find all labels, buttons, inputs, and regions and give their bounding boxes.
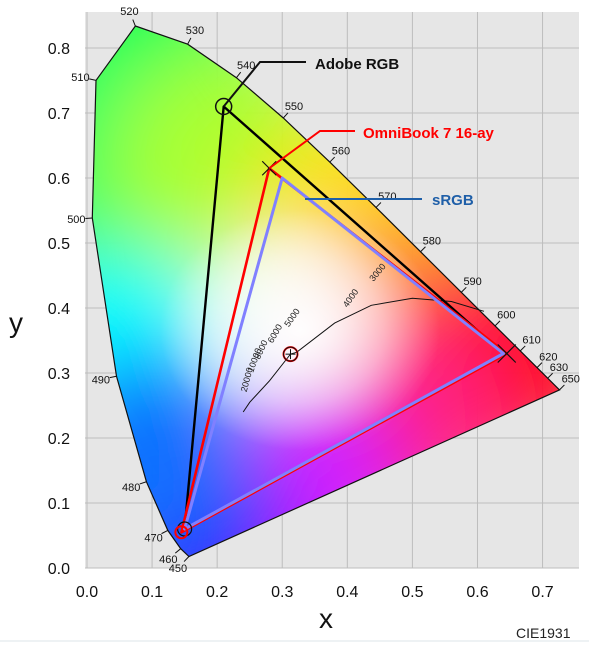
x-axis-title: x (319, 603, 333, 634)
leader-adobe-rgb (222, 61, 306, 108)
wavelength-label: 590 (463, 276, 481, 288)
y-tick-label: 0.6 (48, 171, 70, 188)
legend-adobe-rgb: Adobe RGB (315, 56, 399, 73)
wavelength-tick (109, 375, 117, 379)
wavelength-tick (161, 529, 168, 535)
footer-cie1931: CIE1931 (516, 625, 571, 641)
wavelength-tick (183, 556, 190, 562)
vertex-markers (174, 97, 517, 540)
wavelength-tick (132, 19, 136, 27)
x-tick-label: 0.5 (401, 584, 423, 601)
legend-leaders (222, 61, 422, 200)
gamut-triangles (180, 105, 509, 534)
wavelength-tick (139, 481, 147, 485)
y-tick-label: 0.5 (48, 236, 70, 253)
wavelength-tick (547, 372, 553, 379)
wavelength-label: 480 (122, 482, 140, 494)
wavelength-label: 490 (92, 374, 110, 386)
wavelength-label: 580 (423, 235, 441, 247)
y-tick-label: 0.2 (48, 431, 70, 448)
vertex-marker (174, 525, 189, 540)
wavelength-tick (460, 286, 467, 293)
wavelength-tick (187, 37, 192, 45)
wavelength-label: 500 (67, 214, 85, 226)
y-axis-title: y (9, 307, 23, 338)
y-tick-label: 0.0 (48, 561, 70, 578)
y-tick-label: 0.4 (48, 301, 70, 318)
white-point-marker (283, 346, 299, 362)
planckian-locus (242, 297, 485, 413)
y-tick-label: 0.8 (48, 41, 70, 58)
wavelength-label: 620 (539, 351, 557, 363)
wavelength-label: 550 (285, 101, 303, 113)
wavelength-label: 540 (237, 60, 255, 72)
wavelength-tick (282, 112, 289, 119)
wavelength-tick (89, 78, 97, 81)
legend-srgb: sRGB (432, 192, 474, 209)
x-tick-label: 0.3 (271, 584, 293, 601)
x-tick-label: 0.7 (531, 584, 553, 601)
y-tick-label: 0.3 (48, 366, 70, 383)
gamut-triangle (183, 176, 505, 531)
wavelength-tick (519, 345, 526, 352)
wavelength-label: 600 (497, 310, 515, 322)
leader-omnibook (268, 130, 355, 170)
wavelength-tick (536, 362, 543, 368)
wavelength-label: 630 (550, 362, 568, 374)
wavelength-label: 650 (562, 374, 580, 386)
wavelength-tick (494, 320, 501, 327)
x-tick-labels: 0.0 0.1 0.2 0.3 0.4 0.5 0.6 0.7 (76, 584, 554, 601)
x-tick-label: 0.4 (336, 584, 358, 601)
wavelength-label: 610 (522, 335, 540, 347)
y-tick-label: 0.7 (48, 106, 70, 123)
x-tick-label: 0.2 (206, 584, 228, 601)
x-tick-label: 0.6 (466, 584, 488, 601)
wavelength-tick (236, 71, 242, 79)
wavelength-tick (420, 246, 426, 253)
wavelength-tick (174, 548, 182, 554)
vertex-marker (214, 97, 233, 116)
wavelength-tick (375, 202, 382, 208)
wavelength-tick (559, 384, 565, 391)
y-tick-label: 0.1 (48, 496, 70, 513)
vertex-marker (497, 344, 517, 363)
x-tick-label: 0.1 (141, 584, 163, 601)
wavelength-label: 460 (159, 554, 177, 566)
wavelength-tick (329, 156, 336, 163)
white-glow (160, 210, 440, 450)
wavelength-label: 510 (71, 72, 89, 84)
legend-omnibook: OmniBook 7 16-ay (363, 125, 495, 142)
wavelength-label: 530 (186, 25, 204, 37)
wavelength-label: 560 (332, 146, 350, 158)
x-tick-label: 0.0 (76, 584, 98, 601)
wavelength-label: 450 (169, 563, 187, 575)
wavelength-label: 470 (144, 533, 162, 545)
wavelength-label: 570 (378, 191, 396, 203)
vertex-marker (177, 521, 193, 537)
y-tick-labels: 0.0 0.1 0.2 0.3 0.4 0.5 0.6 0.7 0.8 (48, 41, 70, 578)
wavelength-label: 520 (120, 6, 138, 18)
